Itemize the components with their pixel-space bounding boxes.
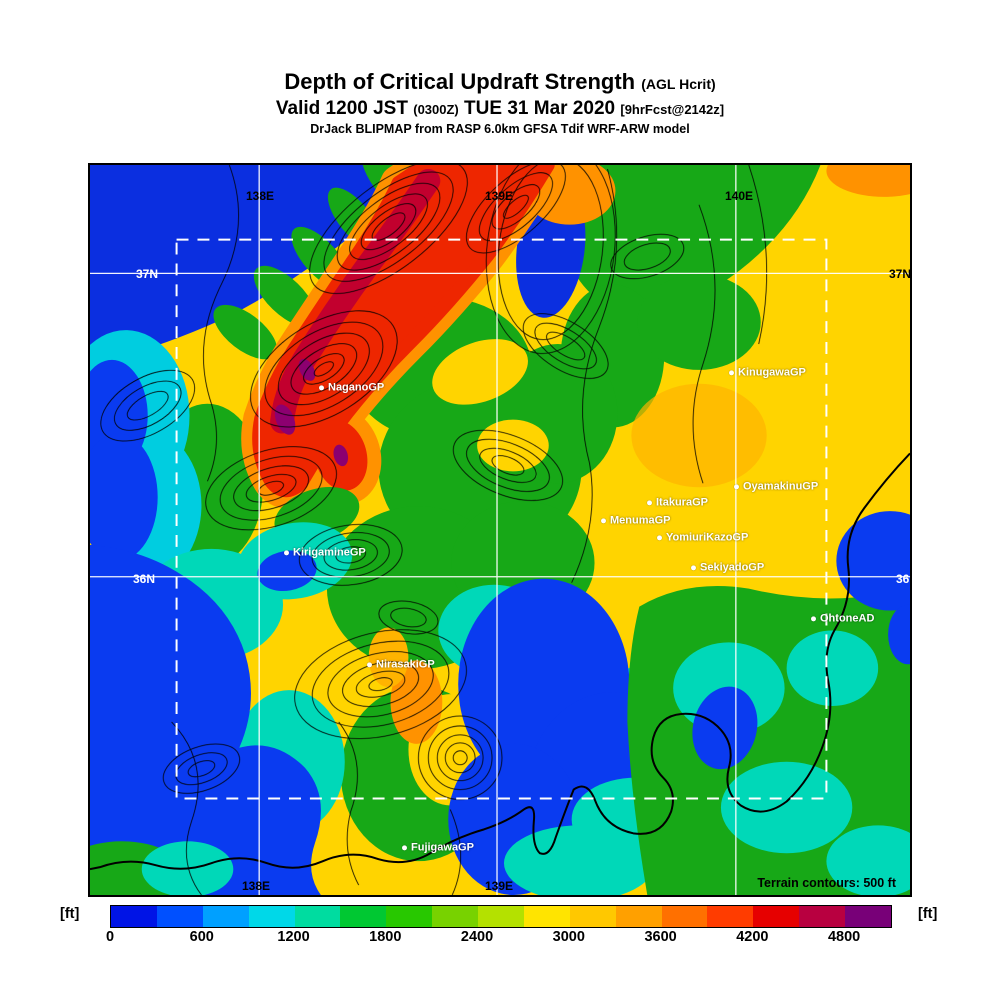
colorbar-tick: 4200 xyxy=(736,929,769,945)
colorbar-segment xyxy=(523,906,570,927)
colorbar-segment xyxy=(707,906,754,927)
site-sekiyadogp: SekiyadoGP xyxy=(691,561,764,573)
colorbar-segment xyxy=(111,906,157,927)
site-label: FujigawaGP xyxy=(411,841,474,854)
model-line: DrJack BLIPMAP from RASP 6.0km GFSA Tdif… xyxy=(310,122,690,137)
site-oyamakinugp: OyamakinuGP xyxy=(734,480,818,492)
domain-box xyxy=(175,238,828,800)
forecast-map: 138E 139E 140E 37N 37N 36N 36N 138E 139E… xyxy=(88,163,912,897)
grid-label-lon: 138E xyxy=(241,879,271,893)
colorbar-segment xyxy=(845,906,891,927)
site-dot-icon xyxy=(734,483,739,489)
site-label: MenumaGP xyxy=(610,514,671,527)
colorbar-segment xyxy=(478,906,524,927)
site-nirasakigp: NirasakiGP xyxy=(367,658,435,670)
colorbar-segment xyxy=(294,906,341,927)
site-dot-icon xyxy=(601,517,606,523)
grid-label-lat: 36N xyxy=(132,572,156,586)
colorbar-segment xyxy=(386,906,433,927)
terrain-note: Terrain contours: 500 ft xyxy=(757,876,896,890)
colorbar-unit-right: [ft] xyxy=(918,906,938,922)
site-dot-icon xyxy=(657,534,662,540)
colorbar-segment xyxy=(432,906,478,927)
colorbar-segment xyxy=(661,906,708,927)
valid-zulu: (0300Z) xyxy=(413,101,459,117)
colorbar-segment xyxy=(799,906,845,927)
site-label: SekiyadoGP xyxy=(700,561,765,574)
site-menumagp: MenumaGP xyxy=(601,514,671,526)
site-label: KirigamineGP xyxy=(293,546,366,559)
site-label: NirasakiGP xyxy=(376,658,435,671)
grid-label-lon: 139E xyxy=(484,189,514,203)
page-title-suffix: (AGL Hcrit) xyxy=(641,76,716,92)
site-fujigawagp: FujigawaGP xyxy=(402,841,474,853)
valid-prefix: Valid 1200 JST xyxy=(275,97,408,119)
coastline xyxy=(90,452,910,871)
site-label: KinugawaGP xyxy=(738,366,806,379)
grid-label-lat: 37N xyxy=(135,267,159,281)
colorbar-tick: 2400 xyxy=(460,929,494,945)
colorbar xyxy=(110,905,892,928)
site-label: ItakuraGP xyxy=(656,496,708,509)
site-dot-icon xyxy=(402,844,407,850)
grid-lines xyxy=(90,165,910,895)
header: Depth of Critical Updraft Strength (AGL … xyxy=(0,68,1000,138)
colorbar-tick: 4800 xyxy=(827,929,861,945)
site-dot-icon xyxy=(691,564,696,570)
grid-label-lon: 140E xyxy=(724,189,754,203)
site-kirigaminegp: KirigamineGP xyxy=(284,546,366,558)
colorbar-tick: 1800 xyxy=(369,929,402,945)
colorbar-segment xyxy=(248,906,295,927)
colorbar-segment xyxy=(569,906,616,927)
valid-date: TUE 31 Mar 2020 xyxy=(464,97,616,119)
site-ohtonead: OhtoneAD xyxy=(811,612,874,624)
grid-label-lat: 36N xyxy=(895,572,910,586)
page-title: Depth of Critical Updraft Strength xyxy=(284,69,636,94)
site-dot-icon xyxy=(729,369,734,375)
grid-label-lon: 139E xyxy=(484,879,514,893)
colorbar-tick: 600 xyxy=(189,929,214,945)
filled-contours-layer xyxy=(90,165,910,895)
site-naganogp: NaganoGP xyxy=(319,381,384,393)
terrain-contours-layer xyxy=(100,165,768,895)
colorbar-unit-left: [ft] xyxy=(60,906,80,922)
site-dot-icon xyxy=(319,384,324,390)
grid-label-lon: 138E xyxy=(245,189,275,203)
site-kinugawagp: KinugawaGP xyxy=(729,366,806,378)
colorbar-tick: 3600 xyxy=(644,929,677,945)
colorbar-segment xyxy=(202,906,249,927)
colorbar-tick: 1200 xyxy=(277,929,310,945)
site-yomiurikazogp: YomiuriKazoGP xyxy=(657,531,748,543)
colorbar-segment xyxy=(340,906,387,927)
colorbar-segment xyxy=(156,906,203,927)
colorbar-tick: 0 xyxy=(105,929,115,945)
site-label: NaganoGP xyxy=(328,381,385,394)
site-dot-icon xyxy=(647,499,652,505)
site-label: OyamakinuGP xyxy=(743,480,819,493)
site-label: YomiuriKazoGP xyxy=(666,531,749,544)
colorbar-ticks: 0 600 1200 1800 2400 3000 3600 4200 4800 xyxy=(106,929,890,947)
map-svg xyxy=(90,165,910,895)
colorbar-segment xyxy=(753,906,800,927)
colorbar-segment xyxy=(615,906,662,927)
colorbar-tick: 3000 xyxy=(552,929,585,945)
site-itakuragp: ItakuraGP xyxy=(647,496,708,508)
valid-line: Valid 1200 JST (0300Z) TUE 31 Mar 2020 [… xyxy=(0,97,1000,121)
site-dot-icon xyxy=(284,549,289,555)
site-dot-icon xyxy=(367,661,372,667)
title-line: Depth of Critical Updraft Strength (AGL … xyxy=(0,68,1000,96)
site-dot-icon xyxy=(811,615,816,621)
valid-fcst: [9hrFcst@2142z] xyxy=(620,101,725,117)
site-label: OhtoneAD xyxy=(820,612,875,625)
grid-label-lat: 37N xyxy=(888,267,912,281)
